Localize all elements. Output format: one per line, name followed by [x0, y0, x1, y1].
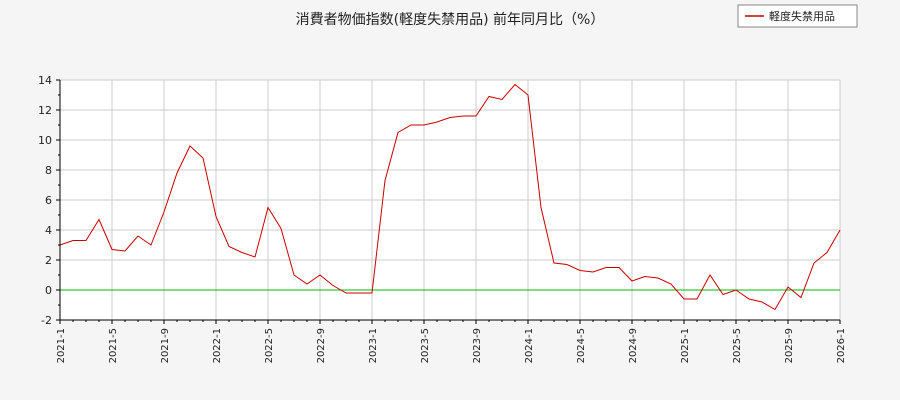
legend: 軽度失禁用品 — [737, 4, 858, 28]
x-tick-label: 2023-5 — [420, 328, 431, 363]
y-tick-label: 2 — [45, 254, 52, 267]
x-tick-label: 2022-1 — [212, 328, 223, 363]
x-tick-label: 2023-1 — [368, 328, 379, 363]
legend-box — [737, 4, 858, 28]
y-tick-label: 4 — [45, 224, 52, 237]
x-tick-label: 2025-9 — [784, 328, 795, 363]
x-tick-label: 2023-9 — [472, 328, 483, 363]
x-tick-label: 2022-9 — [316, 328, 327, 363]
legend-label: 軽度失禁用品 — [769, 9, 835, 23]
x-tick-label: 2024-5 — [576, 328, 587, 363]
x-tick-label: 2021-5 — [108, 328, 119, 363]
y-tick-label: 8 — [45, 164, 52, 177]
x-tick-label: 2024-1 — [524, 328, 535, 363]
series-line — [59, 83, 841, 311]
x-tick-label: 2022-5 — [264, 328, 275, 363]
y-tick-label: 10 — [38, 134, 52, 147]
x-tick-label: 2021-1 — [56, 328, 67, 363]
y-tick-label: 14 — [38, 74, 52, 87]
x-tick-label: 2021-9 — [160, 328, 171, 363]
x-tick-label: 2026-1 — [836, 328, 847, 363]
series-layer — [59, 83, 841, 311]
x-tick-label: 2025-5 — [732, 328, 743, 363]
y-tick-label: 0 — [45, 284, 52, 297]
x-tick-label: 2024-9 — [628, 328, 639, 363]
axes: -2 0 2 4 6 8 10 12 14 2021-1 2021-5 2021-9 2022-1 202… — [38, 74, 847, 363]
x-tick-label: 2025-1 — [680, 328, 691, 363]
chart-title: 消費者物価指数(軽度失禁用品) 前年同月比（%） — [296, 11, 605, 28]
y-tick-label: 12 — [38, 104, 52, 117]
y-tick-label: -2 — [41, 314, 52, 327]
y-tick-label: 6 — [45, 194, 52, 207]
